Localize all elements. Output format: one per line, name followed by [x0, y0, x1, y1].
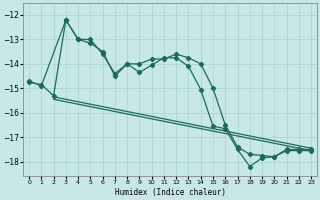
X-axis label: Humidex (Indice chaleur): Humidex (Indice chaleur) [115, 188, 226, 197]
